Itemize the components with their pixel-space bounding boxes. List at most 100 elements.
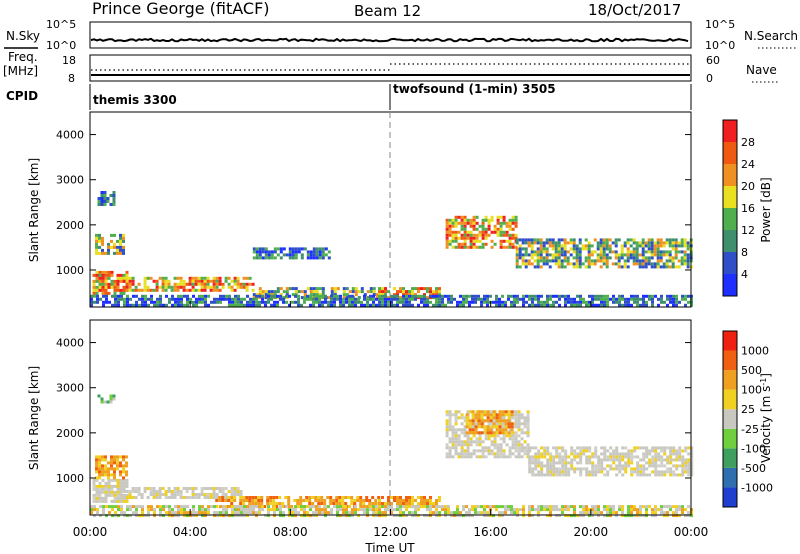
heatmap-cell — [477, 297, 480, 301]
heatmap-cell — [381, 287, 384, 291]
heatmap-cell — [474, 300, 477, 304]
heatmap-cell — [686, 259, 690, 263]
heatmap-cell — [315, 253, 319, 257]
heatmap-cell — [579, 455, 583, 459]
heatmap-cell — [486, 431, 490, 435]
heatmap-cell — [451, 224, 455, 228]
heatmap-cell — [141, 508, 144, 512]
heatmap-cell — [632, 247, 636, 251]
heatmap-cell — [318, 287, 322, 291]
heatmap-cell — [534, 452, 538, 456]
heatmap-cell — [215, 487, 219, 490]
heatmap-cell — [475, 449, 479, 453]
heatmap-cell — [502, 455, 506, 459]
heatmap-cell — [554, 259, 558, 263]
heatmap-cell — [110, 273, 114, 277]
heatmap-cell — [183, 514, 186, 518]
heatmap-cell — [597, 470, 601, 474]
heatmap-cell — [502, 434, 506, 438]
heatmap-cell — [152, 496, 156, 499]
heatmap-cell — [603, 505, 606, 509]
heatmap-cell — [555, 449, 559, 453]
heatmap-cell — [650, 253, 654, 257]
heatmap-cell — [587, 262, 591, 266]
heatmap-cell — [480, 297, 483, 301]
heatmap-cell — [552, 458, 556, 462]
heatmap-cell — [384, 300, 387, 304]
heatmap-cell — [594, 464, 598, 468]
heatmap-cell — [174, 514, 177, 518]
heatmap-cell — [489, 514, 492, 518]
heatmap-cell — [478, 449, 482, 453]
heatmap-cell — [106, 400, 110, 404]
heatmap-cell — [233, 487, 237, 490]
heatmap-cell — [650, 241, 654, 245]
heatmap-cell — [227, 496, 231, 499]
heatmap-cell — [466, 455, 470, 459]
heatmap-cell — [495, 431, 499, 435]
heatmap-cell — [518, 247, 522, 251]
heatmap-cell — [303, 514, 306, 518]
heatmap-cell — [342, 303, 345, 307]
heatmap-cell — [341, 502, 345, 505]
heatmap-cell — [539, 247, 543, 251]
heatmap-cell — [90, 508, 93, 512]
heatmap-cell — [684, 458, 688, 462]
heatmap-cell — [365, 499, 369, 502]
heatmap-cell — [578, 238, 582, 242]
heatmap-cell — [116, 499, 120, 503]
heatmap-cell — [448, 455, 452, 459]
heatmap-cell — [484, 230, 488, 234]
heatmap-cell — [611, 262, 615, 266]
heatmap-cell — [206, 487, 210, 490]
heatmap-cell — [527, 259, 531, 263]
heatmap-cell — [585, 449, 589, 453]
heatmap-cell — [674, 256, 678, 260]
heatmap-cell — [261, 297, 264, 301]
heatmap-cell — [669, 461, 673, 465]
heatmap-cell — [546, 294, 549, 298]
heatmap-cell — [557, 259, 561, 263]
heatmap-cell — [131, 490, 135, 493]
heatmap-cell — [438, 294, 441, 298]
heatmap-cell — [333, 505, 336, 509]
heatmap-cell — [345, 300, 348, 304]
heatmap-cell — [454, 437, 458, 441]
heatmap-cell — [549, 508, 552, 512]
heatmap-cell — [484, 455, 488, 459]
heatmap-cell — [510, 505, 513, 509]
heatmap-cell — [626, 238, 630, 242]
heatmap-cell — [542, 244, 546, 248]
heatmap-cell — [630, 297, 633, 301]
heatmap-cell — [573, 452, 577, 456]
heatmap-cell — [224, 279, 228, 283]
heatmap-cell — [465, 300, 468, 304]
heatmap-cell — [669, 458, 673, 462]
heatmap-cell — [215, 496, 219, 499]
heatmap-cell — [303, 508, 306, 512]
heatmap-cell — [515, 238, 519, 242]
heatmap-cell — [451, 218, 455, 222]
heatmap-cell — [678, 455, 682, 459]
heatmap-cell — [648, 505, 651, 509]
heatmap-cell — [104, 481, 108, 485]
heatmap-cell — [288, 253, 292, 257]
heatmap-cell — [387, 300, 390, 304]
heatmap-cell — [468, 425, 472, 429]
heatmap-cell — [566, 250, 570, 254]
heatmap-cell — [267, 293, 271, 297]
heatmap-cell — [95, 239, 98, 243]
heatmap-cell — [582, 300, 585, 304]
heatmap-cell — [116, 458, 119, 462]
heatmap-cell — [588, 300, 591, 304]
heatmap-cell — [498, 422, 502, 426]
heatmap-cell — [651, 294, 654, 298]
heatmap-cell — [233, 496, 237, 499]
heatmap-cell — [501, 511, 504, 515]
heatmap-cell — [528, 461, 532, 465]
colorbar-tick: -500 — [741, 462, 766, 475]
heatmap-cell — [363, 293, 367, 297]
heatmap-cell — [481, 227, 485, 231]
heatmap-cell — [510, 413, 514, 417]
